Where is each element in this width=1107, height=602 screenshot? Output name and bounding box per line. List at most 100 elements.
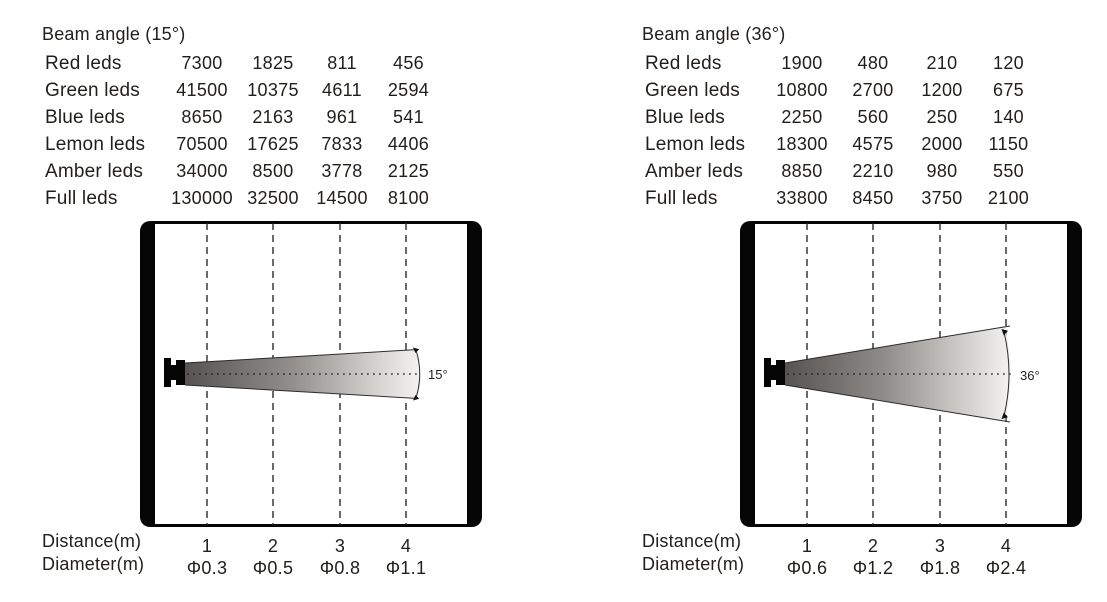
diameter-row-label: Diameter(m)	[642, 554, 745, 574]
lux-value: 2000	[921, 134, 963, 154]
arc-arrow-top	[413, 347, 420, 353]
led-type-label: Lemon leds	[645, 133, 746, 155]
lux-value: 41500	[176, 80, 228, 100]
lux-value: 10800	[776, 80, 828, 100]
table-row: Amber leds 34000 8500 3778 2125	[45, 158, 442, 185]
arc-arrow-bottom	[413, 395, 420, 401]
lux-value: 17625	[247, 134, 299, 154]
arc-arrow-bottom	[1001, 412, 1008, 419]
led-type-label: Full leds	[645, 187, 718, 209]
table-row: Amber leds 8850 2210 980 550	[645, 158, 1042, 185]
fixture-icon	[164, 358, 185, 387]
angle-label: 36°	[1020, 368, 1040, 383]
lux-value: 2100	[987, 188, 1030, 208]
fixture-icon	[764, 358, 785, 387]
panel-title: Beam angle (36°)	[642, 24, 786, 44]
distance-row-label: Distance(m)	[642, 531, 742, 551]
lux-value: 1900	[781, 53, 823, 73]
lux-value: 140	[993, 107, 1024, 127]
lux-value: 3750	[921, 188, 963, 208]
table-row: Full leds 33800 8450 3750 2100	[645, 185, 1042, 212]
led-type-label: Red leds	[45, 52, 122, 74]
lux-value: 210	[926, 53, 958, 73]
lux-value: 18300	[776, 134, 828, 154]
lux-value: 8100	[387, 188, 430, 208]
lux-value: 811	[327, 53, 357, 73]
diameter-value: Φ2.4	[985, 558, 1027, 578]
beam-edges	[784, 325, 1011, 423]
led-type-label: Lemon leds	[45, 133, 146, 155]
lux-value: 4406	[387, 134, 430, 154]
lux-table: Red leds 7300 1825 811 456 Green leds 41…	[45, 50, 442, 212]
lux-value: 2125	[387, 161, 430, 181]
lux-value: 480	[857, 53, 889, 73]
lux-value: 675	[993, 80, 1024, 100]
lux-value: 34000	[176, 161, 228, 181]
lux-value: 1150	[988, 134, 1029, 154]
table-row: Lemon leds 18300 4575 2000 1150	[645, 131, 1042, 158]
table-row: Green leds 10800 2700 1200 675	[645, 77, 1042, 104]
distance-value: 4	[1000, 536, 1012, 556]
lux-value: 14500	[316, 188, 368, 208]
table-row: Red leds 1900 480 210 120	[645, 50, 1042, 77]
diameter-value: Φ1.1	[385, 558, 427, 578]
diameter-value: Φ0.8	[319, 558, 361, 578]
distance-value: 2	[267, 536, 279, 556]
lux-value: 32500	[247, 188, 299, 208]
panel-title: Beam angle (15°)	[42, 24, 186, 44]
diameter-value: Φ0.3	[186, 558, 228, 578]
lux-value: 2163	[252, 107, 294, 127]
diameter-value: Φ0.6	[786, 558, 828, 578]
lux-table: Red leds 1900 480 210 120 Green leds 108…	[645, 50, 1042, 212]
led-type-label: Blue leds	[645, 106, 725, 128]
lux-value: 2250	[781, 107, 823, 127]
panel-beam-36: Beam angle (36°) Red leds 1900 480 210 1…	[600, 0, 1107, 602]
distance-row-label: Distance(m)	[42, 531, 142, 551]
angle-label: 15°	[428, 367, 448, 382]
lux-value: 250	[926, 107, 958, 127]
arc-arrow-top	[1001, 329, 1008, 336]
lux-value: 2700	[852, 80, 894, 100]
table-row: Full leds 130000 32500 14500 8100	[45, 185, 442, 212]
table-row: Green leds 41500 10375 4611 2594	[45, 77, 442, 104]
distance-value: 1	[801, 536, 813, 556]
lux-value: 456	[393, 53, 424, 73]
beam-cone	[785, 327, 1011, 421]
distance-value: 3	[334, 536, 346, 556]
lux-value: 980	[926, 161, 958, 181]
lux-value: 4575	[852, 134, 894, 154]
beam-edges	[184, 349, 419, 399]
lux-value: 7833	[321, 134, 363, 154]
lux-value: 8500	[252, 161, 294, 181]
lux-value: 961	[326, 107, 358, 127]
table-row: Lemon leds 70500 17625 7833 4406	[45, 131, 442, 158]
lux-value: 8650	[181, 107, 223, 127]
diameter-value: Φ1.8	[919, 558, 961, 578]
table-row: Red leds 7300 1825 811 456	[45, 50, 442, 77]
lux-value: 8450	[852, 188, 894, 208]
led-type-label: Green leds	[645, 79, 740, 101]
lux-value: 33800	[776, 188, 828, 208]
diameter-value: Φ0.5	[252, 558, 294, 578]
lux-value: 541	[393, 107, 424, 127]
led-type-label: Green leds	[45, 79, 140, 101]
diameter-row-label: Diameter(m)	[42, 554, 145, 574]
led-type-label: Red leds	[645, 52, 722, 74]
led-type-label: Amber leds	[645, 160, 744, 182]
distance-value: 4	[400, 536, 412, 556]
led-type-label: Blue leds	[45, 106, 125, 128]
table-row: Blue leds 2250 560 250 140	[645, 104, 1042, 131]
lux-value: 550	[993, 161, 1024, 181]
angle-arc	[1003, 331, 1010, 417]
diameter-value: Φ1.2	[852, 558, 894, 578]
beam-diagram: 36°	[740, 221, 1082, 527]
table-row: Blue leds 8650 2163 961 541	[45, 104, 442, 131]
led-type-label: Full leds	[45, 187, 118, 209]
angle-arc	[415, 349, 421, 399]
led-type-label: Amber leds	[45, 160, 144, 182]
lux-value: 7300	[181, 53, 223, 73]
lux-value: 1825	[252, 53, 294, 73]
lux-value: 2594	[387, 80, 430, 100]
distance-value: 2	[867, 536, 879, 556]
